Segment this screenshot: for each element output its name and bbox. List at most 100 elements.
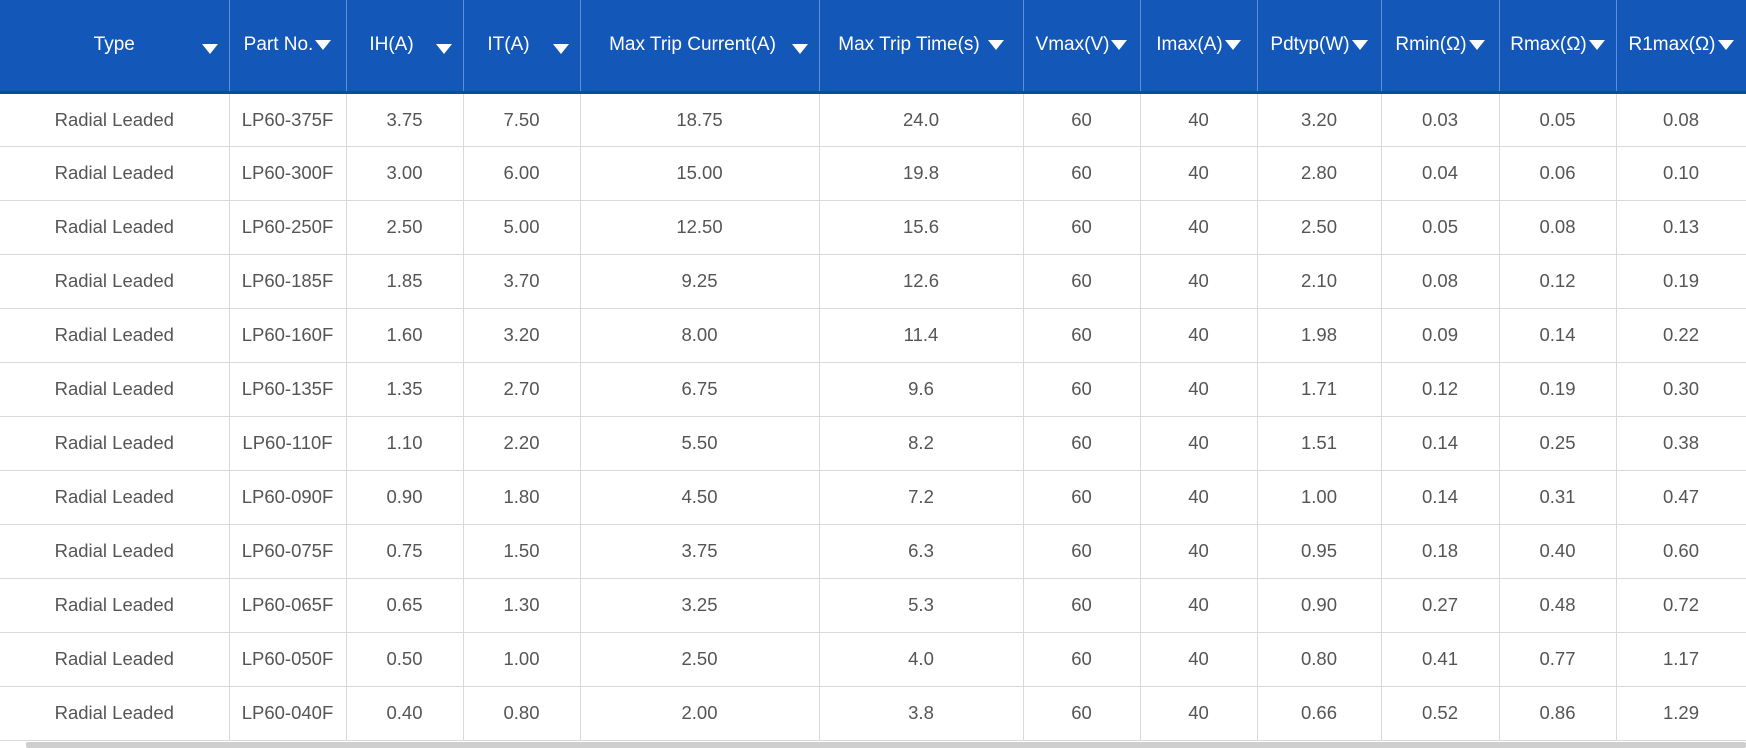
cell-part-no: LP60-090F (229, 470, 347, 525)
cell-imax: 40 (1140, 362, 1258, 417)
caret-down-icon[interactable] (201, 44, 218, 54)
cell-type: Radial Leaded (0, 632, 230, 687)
column-header-type[interactable]: Type (0, 0, 230, 92)
cell-rmin: 0.14 (1381, 416, 1500, 471)
cell-max-trip-time: 15.6 (819, 200, 1024, 255)
cell-max-trip-current: 9.25 (580, 254, 820, 309)
caret-down-icon[interactable] (1111, 40, 1128, 51)
cell-it: 0.80 (463, 686, 581, 741)
cell-pdtyp: 3.20 (1257, 92, 1382, 147)
cell-rmin: 0.12 (1381, 362, 1500, 417)
table-row: Radial Leaded LP60-160F 1.60 3.20 8.00 1… (0, 308, 1746, 363)
cell-max-trip-current: 2.00 (580, 686, 820, 741)
cell-imax: 40 (1140, 200, 1258, 255)
table-row: Radial Leaded LP60-050F 0.50 1.00 2.50 4… (0, 632, 1746, 687)
cell-max-trip-current: 5.50 (580, 416, 820, 471)
cell-vmax: 60 (1023, 578, 1141, 633)
cell-max-trip-time: 3.8 (819, 686, 1024, 741)
caret-down-icon[interactable] (987, 40, 1004, 51)
column-header-it[interactable]: IT(A) (463, 0, 581, 92)
cell-max-trip-current: 6.75 (580, 362, 820, 417)
cell-pdtyp: 1.51 (1257, 416, 1382, 471)
cell-max-trip-time: 11.4 (819, 308, 1024, 363)
caret-down-icon[interactable] (791, 44, 808, 54)
table-row: Radial Leaded LP60-090F 0.90 1.80 4.50 7… (0, 470, 1746, 525)
cell-imax: 40 (1140, 146, 1258, 201)
cell-pdtyp: 1.98 (1257, 308, 1382, 363)
cell-max-trip-time: 19.8 (819, 146, 1024, 201)
cell-type: Radial Leaded (0, 200, 230, 255)
cell-max-trip-current: 4.50 (580, 470, 820, 525)
cell-rmin: 0.52 (1381, 686, 1500, 741)
cell-type: Radial Leaded (0, 254, 230, 309)
cell-imax: 40 (1140, 632, 1258, 687)
cell-type: Radial Leaded (0, 308, 230, 363)
cell-vmax: 60 (1023, 524, 1141, 579)
cell-imax: 40 (1140, 92, 1258, 147)
column-header-vmax[interactable]: Vmax(V) (1023, 0, 1141, 92)
column-header-part-no[interactable]: Part No. (229, 0, 347, 92)
cell-rmax: 0.25 (1499, 416, 1617, 471)
cell-max-trip-time: 4.0 (819, 632, 1024, 687)
column-header-pdtyp[interactable]: Pdtyp(W) (1257, 0, 1382, 92)
cell-it: 2.20 (463, 416, 581, 471)
cell-it: 6.00 (463, 146, 581, 201)
cell-type: Radial Leaded (0, 146, 230, 201)
cell-vmax: 60 (1023, 308, 1141, 363)
cell-vmax: 60 (1023, 416, 1141, 471)
cell-r1max: 0.22 (1616, 308, 1746, 363)
cell-rmax: 0.12 (1499, 254, 1617, 309)
caret-down-icon[interactable] (435, 44, 452, 54)
caret-down-icon[interactable] (1351, 40, 1368, 51)
cell-rmax: 0.86 (1499, 686, 1617, 741)
cell-rmax: 0.77 (1499, 632, 1617, 687)
column-header-max-trip-current[interactable]: Max Trip Current(A) (580, 0, 820, 92)
cell-it: 1.50 (463, 524, 581, 579)
cell-pdtyp: 2.80 (1257, 146, 1382, 201)
column-header-label: R1max(Ω) (1628, 34, 1716, 56)
caret-down-icon[interactable] (1588, 40, 1605, 51)
cell-rmin: 0.09 (1381, 308, 1500, 363)
table-row: Radial Leaded LP60-075F 0.75 1.50 3.75 6… (0, 524, 1746, 579)
column-header-rmin[interactable]: Rmin(Ω) (1381, 0, 1500, 92)
cell-max-trip-time: 24.0 (819, 92, 1024, 147)
cell-r1max: 0.72 (1616, 578, 1746, 633)
cell-rmax: 0.40 (1499, 524, 1617, 579)
column-header-max-trip-time[interactable]: Max Trip Time(s) (819, 0, 1024, 92)
column-header-label: IH(A) (369, 34, 414, 56)
cell-rmin: 0.08 (1381, 254, 1500, 309)
table-row: Radial Leaded LP60-250F 2.50 5.00 12.50 … (0, 200, 1746, 255)
cell-vmax: 60 (1023, 362, 1141, 417)
cell-imax: 40 (1140, 470, 1258, 525)
cell-rmin: 0.04 (1381, 146, 1500, 201)
cell-ih: 1.60 (346, 308, 464, 363)
table-row: Radial Leaded LP60-185F 1.85 3.70 9.25 1… (0, 254, 1746, 309)
caret-down-icon[interactable] (1717, 40, 1734, 51)
column-header-label: Imax(A) (1156, 34, 1223, 56)
cell-type: Radial Leaded (0, 416, 230, 471)
cell-ih: 0.90 (346, 470, 464, 525)
column-header-r1max[interactable]: R1max(Ω) (1616, 0, 1746, 92)
cell-ih: 0.50 (346, 632, 464, 687)
column-header-imax[interactable]: Imax(A) (1140, 0, 1258, 92)
cell-type: Radial Leaded (0, 362, 230, 417)
cell-it: 1.30 (463, 578, 581, 633)
caret-down-icon[interactable] (1224, 40, 1241, 51)
caret-down-icon[interactable] (315, 40, 332, 51)
cell-rmin: 0.05 (1381, 200, 1500, 255)
column-header-rmax[interactable]: Rmax(Ω) (1499, 0, 1617, 92)
cell-vmax: 60 (1023, 632, 1141, 687)
cell-ih: 0.65 (346, 578, 464, 633)
cell-type: Radial Leaded (0, 524, 230, 579)
cell-pdtyp: 0.80 (1257, 632, 1382, 687)
cell-part-no: LP60-185F (229, 254, 347, 309)
cell-imax: 40 (1140, 578, 1258, 633)
cell-r1max: 0.10 (1616, 146, 1746, 201)
column-header-ih[interactable]: IH(A) (346, 0, 464, 92)
horizontal-scrollbar[interactable] (26, 742, 1746, 748)
cell-max-trip-time: 9.6 (819, 362, 1024, 417)
caret-down-icon[interactable] (1468, 40, 1485, 51)
caret-down-icon[interactable] (552, 44, 569, 54)
column-header-label: Part No. (243, 34, 314, 56)
